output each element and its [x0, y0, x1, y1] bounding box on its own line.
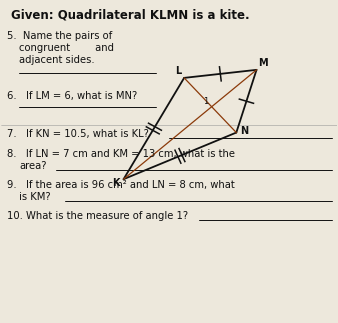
Text: congruent        and: congruent and	[19, 43, 114, 53]
Text: N: N	[240, 126, 248, 136]
Text: 1: 1	[203, 98, 208, 106]
Text: 9.   If the area is 96 cm² and LN = 8 cm, what: 9. If the area is 96 cm² and LN = 8 cm, …	[7, 180, 235, 190]
Text: 10. What is the measure of angle 1?: 10. What is the measure of angle 1?	[7, 211, 189, 221]
Text: K: K	[113, 178, 120, 188]
Text: 6.   If LM = 6, what is MN?: 6. If LM = 6, what is MN?	[7, 91, 138, 101]
Text: 7.   If KN = 10.5, what is KL?: 7. If KN = 10.5, what is KL?	[7, 129, 149, 139]
Text: is KM?: is KM?	[19, 192, 51, 202]
Text: adjacent sides.: adjacent sides.	[19, 55, 95, 65]
Text: M: M	[258, 58, 267, 68]
Text: 8.   If LN = 7 cm and KM = 13 cm, what is the: 8. If LN = 7 cm and KM = 13 cm, what is …	[7, 149, 236, 159]
Text: L: L	[175, 66, 181, 76]
Text: area?: area?	[19, 161, 47, 171]
Text: 5.  Name the pairs of: 5. Name the pairs of	[7, 31, 113, 41]
Text: Given: Quadrilateral KLMN is a kite.: Given: Quadrilateral KLMN is a kite.	[11, 9, 249, 22]
